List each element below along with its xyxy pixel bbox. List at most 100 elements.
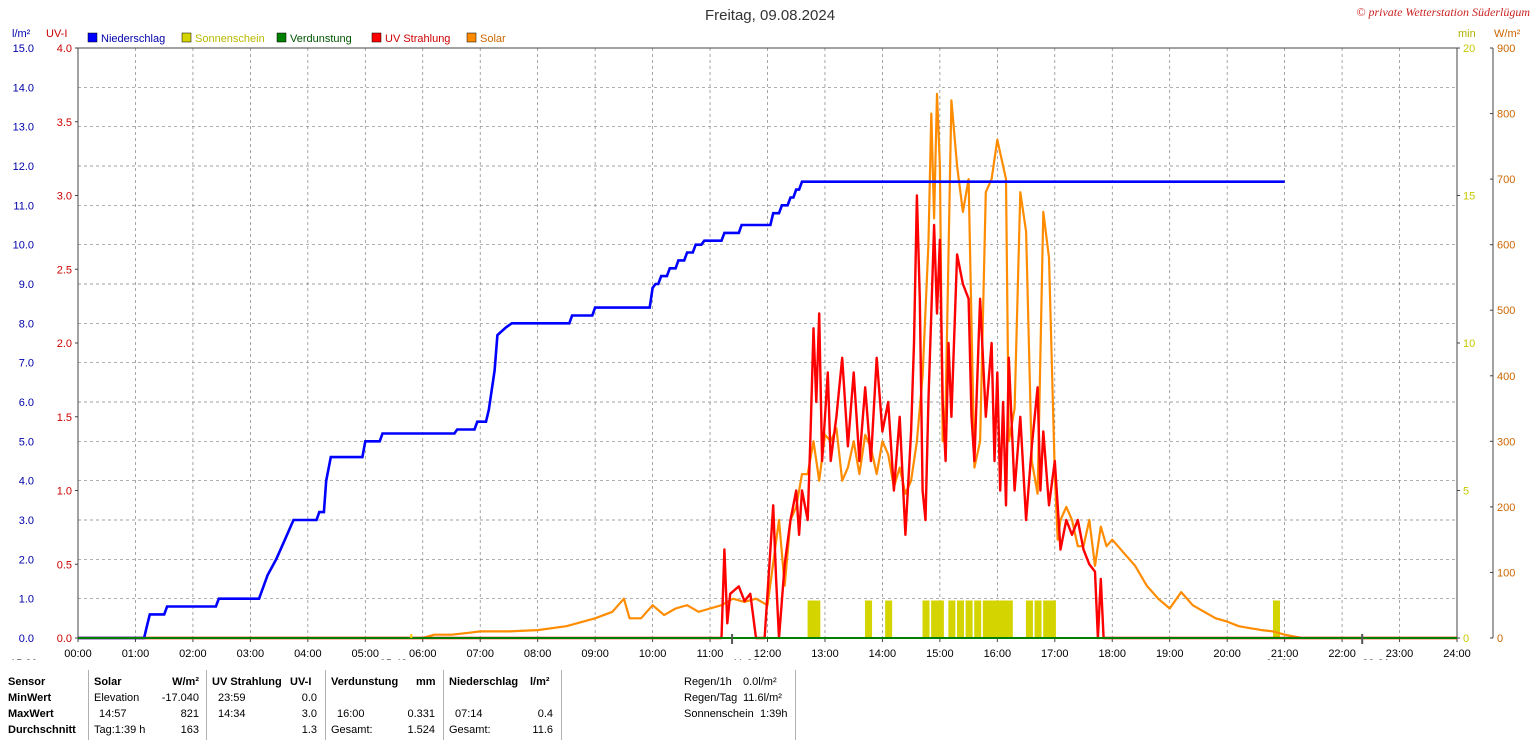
y-tick-uv: 1.0 xyxy=(57,486,72,498)
y-tick-rain: 9.0 xyxy=(19,279,34,291)
y-tick-rain: 12.0 xyxy=(13,161,34,173)
y-tick-min: 0 xyxy=(1463,633,1469,645)
stats-cell: -17.040 xyxy=(161,692,199,704)
stats-cell: 1.3 xyxy=(301,724,317,736)
y-tick-uv: 0.0 xyxy=(57,633,72,645)
y-tick-rain: 14.0 xyxy=(13,82,34,94)
y-tick-rain: 4.0 xyxy=(19,476,34,488)
y-tick-solar: 100 xyxy=(1497,567,1515,579)
sunshine-series xyxy=(807,600,1281,638)
legend-swatch xyxy=(371,32,382,43)
x-tick: 10:00 xyxy=(639,648,667,660)
stats-cell: 0.0 xyxy=(301,692,317,704)
sunshine-bar xyxy=(1025,600,1033,638)
sunshine-bar xyxy=(885,600,893,638)
legend-label: Verdunstung xyxy=(290,33,352,45)
y-tick-uv: 4.0 xyxy=(57,43,72,55)
x-tick: 04:00 xyxy=(294,648,322,660)
x-tick: 07:00 xyxy=(466,648,494,660)
sunshine-bar xyxy=(936,600,944,638)
sunshine-bar xyxy=(982,600,990,638)
legend-swatch xyxy=(87,32,98,43)
y-tick-rain: 7.0 xyxy=(19,358,34,370)
legend-label: Niederschlag xyxy=(101,33,165,45)
x-tick: 23:00 xyxy=(1386,648,1414,660)
sunshine-bar xyxy=(948,600,956,638)
x-tick: 19:00 xyxy=(1156,648,1184,660)
legend-label: Solar xyxy=(480,33,506,45)
x-tick: 13:00 xyxy=(811,648,839,660)
chart-axes: 0.0 1.0 2.0 3.0 4.0 5.0 6.0 7.0 8.0 9.0 10.0 11.0 12… xyxy=(13,43,1516,660)
y-tick-solar: 200 xyxy=(1497,502,1515,514)
stats-row-label: Durchschnitt xyxy=(8,724,76,736)
y-tick-solar: 900 xyxy=(1497,43,1515,55)
x-tick: 05:00 xyxy=(352,648,380,660)
y-tick-solar: 800 xyxy=(1497,109,1515,121)
summary-value: 0.0l/m² xyxy=(743,676,777,688)
summary-value: 1:39h xyxy=(760,708,788,720)
stats-header-evap-unit: mm xyxy=(416,676,436,688)
y-tick-rain: 6.0 xyxy=(19,397,34,409)
y-tick-uv: 3.5 xyxy=(57,117,72,129)
sun-markers: 15:20 05:48 11:23 21:09 22:21 xyxy=(10,634,1390,660)
legend-label: UV Strahlung xyxy=(385,33,450,45)
stats-header-solar-unit: W/m² xyxy=(172,676,199,688)
x-tick: 02:00 xyxy=(179,648,207,660)
stats-header-uv-unit: UV-I xyxy=(290,676,312,688)
stats-header-evap: Verdunstung xyxy=(331,676,399,688)
y-tick-uv: 2.0 xyxy=(57,338,72,350)
x-tick: 12:00 xyxy=(754,648,782,660)
chart-grid xyxy=(78,48,1457,638)
sunshine-bar xyxy=(1034,600,1042,638)
stats-header-rain-unit: l/m² xyxy=(530,676,550,688)
x-tick: 00:00 xyxy=(64,648,92,660)
series-lines xyxy=(78,92,1457,640)
weather-chart: Freitag, 09.08.2024 © private Wetterstat… xyxy=(10,5,1530,660)
stats-header-uv: UV Strahlung xyxy=(212,676,282,688)
y-tick-solar: 600 xyxy=(1497,240,1515,252)
y-tick-rain: 8.0 xyxy=(19,318,34,330)
y-tick-rain: 11.0 xyxy=(13,200,34,212)
y-tick-rain: 5.0 xyxy=(19,436,34,448)
stats-cell: 14:34 xyxy=(218,708,246,720)
y-tick-min: 20 xyxy=(1463,43,1475,55)
y-tick-uv: 0.5 xyxy=(57,559,72,571)
y-tick-rain: 1.0 xyxy=(19,594,34,606)
sunshine-bar xyxy=(865,600,873,638)
stats-cell: 23:59 xyxy=(218,692,246,704)
summary-value: 11.6l/m² xyxy=(743,692,782,704)
x-tick: 24:00 xyxy=(1443,648,1471,660)
x-tick: 16:00 xyxy=(984,648,1012,660)
stats-cell: 0.331 xyxy=(407,708,435,720)
summary-label: Regen/1h xyxy=(684,676,732,688)
copyright-label: © private Wetterstation Süderlügum xyxy=(1356,5,1530,19)
y-tick-min: 10 xyxy=(1463,338,1475,350)
y-tick-rain: 10.0 xyxy=(13,240,34,252)
y-tick-rain: 15.0 xyxy=(13,43,34,55)
sunshine-bar xyxy=(931,600,939,638)
legend-label: Sonnenschein xyxy=(195,33,265,45)
sunrise-label: 05:48 xyxy=(380,658,408,660)
x-tick: 18:00 xyxy=(1098,648,1126,660)
stats-row-label: MinWert xyxy=(8,692,52,704)
rain-line xyxy=(78,180,1285,640)
y-tick-rain: 2.0 xyxy=(19,554,34,566)
x-tick: 15:00 xyxy=(926,648,954,660)
sunshine-bar xyxy=(974,600,982,638)
x-tick: 14:00 xyxy=(869,648,897,660)
sunshine-bar xyxy=(965,600,973,638)
stats-header-solar: Solar xyxy=(94,676,122,688)
sunshine-bar xyxy=(988,600,996,638)
sunshine-bar xyxy=(807,600,815,638)
moonset-label: 15:20 xyxy=(10,658,38,660)
x-tick: 11:00 xyxy=(697,648,724,660)
noon-label: 11:23 xyxy=(732,658,759,660)
sunshine-bar xyxy=(1048,600,1056,638)
sunshine-bar xyxy=(1043,600,1051,638)
x-tick: 09:00 xyxy=(581,648,609,660)
y-tick-uv: 2.5 xyxy=(57,264,72,276)
stats-cell: 07:14 xyxy=(455,708,483,720)
chart-title: Freitag, 09.08.2024 xyxy=(705,7,835,24)
y-tick-solar: 0 xyxy=(1497,633,1503,645)
sunshine-bar xyxy=(956,600,964,638)
